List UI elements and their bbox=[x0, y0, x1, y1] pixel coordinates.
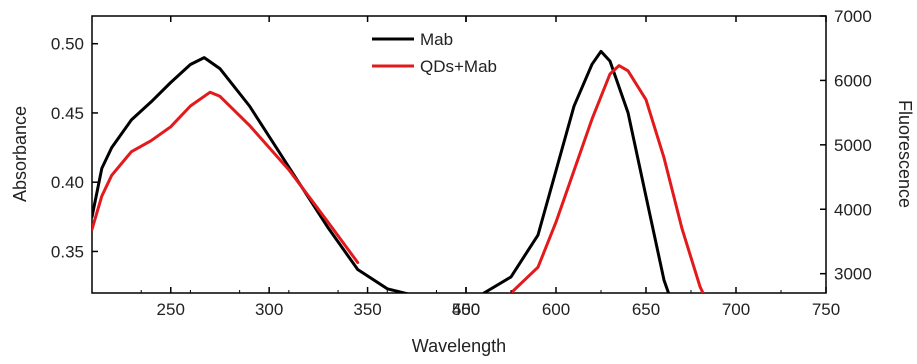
x-tick-label-350: 350 bbox=[353, 300, 381, 319]
x-tick-label-300: 300 bbox=[255, 300, 283, 319]
y-right-tick-label-4000: 4000 bbox=[834, 200, 872, 219]
tick-label-layer: 250 300 350 400 0.35 0.40 0.45 0.50 550 600 650 700… bbox=[51, 7, 872, 319]
x-tick-label-550: 550 bbox=[452, 300, 480, 319]
x-tick-label-650: 650 bbox=[632, 300, 660, 319]
series-line-mab-fluorescence bbox=[482, 49, 671, 293]
plot-area bbox=[91, 15, 827, 294]
legend-label-mab: Mab bbox=[420, 30, 453, 49]
series-line-qds-mab-absorbance bbox=[92, 90, 360, 264]
series-group-absorbance bbox=[92, 56, 411, 293]
x-axis-title: Wavelength bbox=[412, 336, 506, 356]
series-layer bbox=[92, 49, 705, 293]
x-tick-label-400: 400 bbox=[452, 300, 480, 319]
x-tick-label-250: 250 bbox=[157, 300, 185, 319]
y-right-tick-label-5000: 5000 bbox=[834, 136, 872, 155]
x-tick-label-700: 700 bbox=[722, 300, 750, 319]
series-line-qds-mab-fluorescence bbox=[509, 64, 705, 293]
y-right-tick-label-3000: 3000 bbox=[834, 265, 872, 284]
y-left-tick-label-0.40: 0.40 bbox=[51, 173, 84, 192]
y-axis-right-title: Fluorescence bbox=[895, 100, 915, 208]
legend: Mab QDs+Mab bbox=[372, 30, 497, 76]
tick-layer bbox=[91, 15, 827, 293]
y-axis-left-title: Absorbance bbox=[10, 106, 30, 202]
x-tick-label-600: 600 bbox=[542, 300, 570, 319]
y-left-tick-label-0.35: 0.35 bbox=[51, 242, 84, 261]
plot-frame-border bbox=[91, 15, 827, 294]
x-tick-label-750: 750 bbox=[812, 300, 840, 319]
y-left-tick-label-0.45: 0.45 bbox=[51, 104, 84, 123]
legend-label-qds-mab: QDs+Mab bbox=[420, 57, 497, 76]
series-line-mab-absorbance bbox=[92, 56, 411, 293]
y-right-tick-label-7000: 7000 bbox=[834, 7, 872, 26]
y-right-tick-label-6000: 6000 bbox=[834, 71, 872, 90]
y-left-tick-label-0.50: 0.50 bbox=[51, 35, 84, 54]
series-group-fluorescence bbox=[482, 49, 705, 293]
